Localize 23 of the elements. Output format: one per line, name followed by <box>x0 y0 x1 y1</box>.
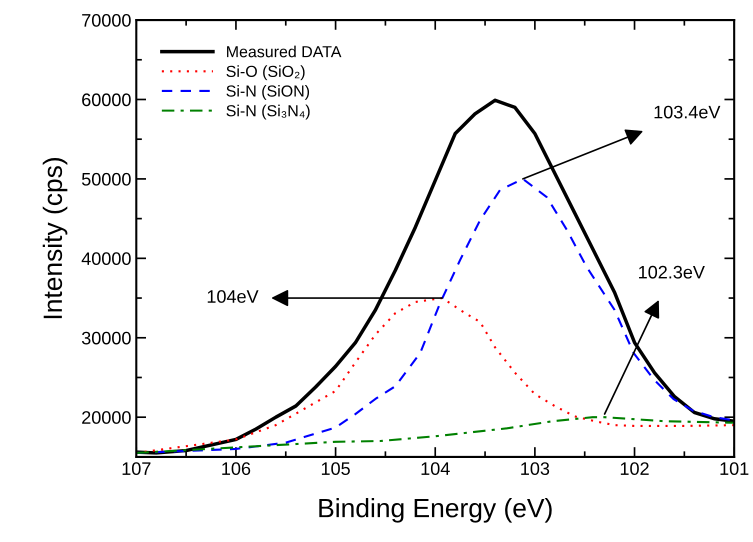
x-tick-label: 102 <box>620 462 649 476</box>
legend-label: Si-O (SiO₂) <box>226 65 305 80</box>
annotation: 102.3eV <box>639 266 705 279</box>
x-axis-title: Binding Energy (eV) <box>319 498 552 523</box>
legend-label: Si-N (Si₃N₄) <box>226 104 310 120</box>
legend-label: Si-N (SiON) <box>226 84 310 100</box>
line-series <box>136 416 734 454</box>
x-tick-label: 107 <box>122 462 150 476</box>
legend-label: Measured DATA <box>227 46 342 58</box>
y-tick-label: 30000 <box>82 332 131 344</box>
annotation: 104eV <box>208 290 259 303</box>
y-tick-label: 70000 <box>82 14 131 27</box>
y-tick-label: 20000 <box>82 411 131 424</box>
y-tick-label: 40000 <box>82 252 131 266</box>
x-tick-label: 101 <box>720 462 748 476</box>
y-tick-label: 50000 <box>82 172 131 186</box>
y-tick-label: 60000 <box>82 93 131 106</box>
x-tick-label: 104 <box>422 462 450 476</box>
x-tick-label: 106 <box>222 462 250 476</box>
y-axis-title: Intensity (cps) <box>42 158 68 318</box>
annotation: 103.4eV <box>654 106 720 118</box>
x-tick-label: 103 <box>521 462 550 476</box>
x-tick-label: 105 <box>322 462 350 476</box>
